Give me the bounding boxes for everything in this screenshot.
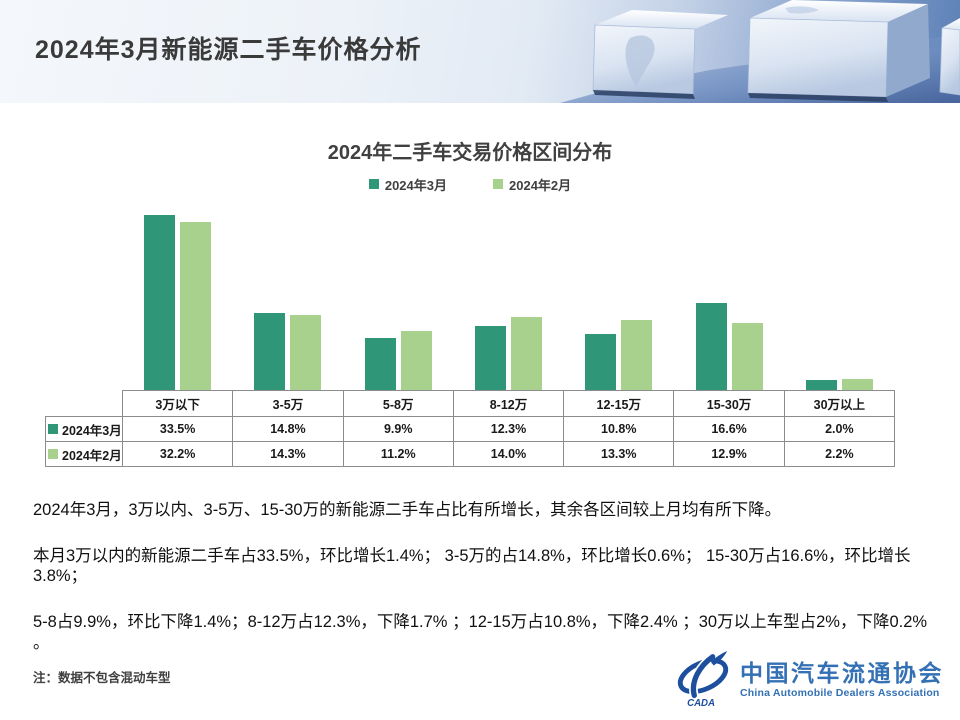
table-value-cell: 33.5% xyxy=(121,416,234,442)
bar-group xyxy=(343,207,453,390)
table-value-cell: 14.8% xyxy=(232,416,344,442)
cada-logo-mark-icon: CADA xyxy=(677,651,729,709)
slide-title: 2024年3月新能源二手车价格分析 xyxy=(35,36,422,64)
bar xyxy=(695,303,727,390)
analysis-paragraph-3: 5-8占9.9%，环比下降1.4%；8-12万占12.3%，下降1.7% ；12… xyxy=(33,612,928,652)
legend-label-feb: 2024年2月 xyxy=(509,177,572,193)
bar xyxy=(621,320,653,390)
logo-name-cn: 中国汽车流通协会 xyxy=(740,660,944,687)
bar xyxy=(364,338,396,390)
row-label: 2024年3月 xyxy=(62,423,122,438)
table-header-row: 3万以下 3-5万 5-8万 8-12万 12-15万 15-30万 30万以上 xyxy=(46,390,896,417)
logo-text: 中国汽车流通协会 China Automobile Dealers Associ… xyxy=(740,660,944,699)
table-value-cell: 2.0% xyxy=(783,416,896,442)
data-table-body: 2024年3月 33.5% 14.8% 9.9% 12.3% 10.8% 16.6% 2.0%… xyxy=(45,416,896,467)
table-value-cell: 13.3% xyxy=(563,441,675,467)
table-header-cell: 5-8万 xyxy=(342,390,454,417)
bar xyxy=(510,316,542,390)
table-row: 2024年2月 32.2% 14.3% 11.2% 14.0% 13.3% 12.9% 2.2… xyxy=(45,441,896,467)
table-value-cell: 2.2% xyxy=(783,441,896,467)
analysis-paragraph-1: 2024年3月，3万以内、3-5万、15-30万的新能源二手车占比有所增长，其余… xyxy=(33,501,782,519)
chart-block: 2024年二手车交易价格区间分布 2024年3月 2024年2月 3万以下 3-5… xyxy=(45,136,896,467)
cubes-graphic xyxy=(560,0,960,103)
table-value-cell: 12.3% xyxy=(452,416,565,442)
bar xyxy=(254,312,286,390)
legend-swatch-march-icon xyxy=(368,179,379,189)
bar xyxy=(474,325,506,390)
slide-header: 2024年3月新能源二手车价格分析 xyxy=(0,0,960,103)
data-table: 3万以下 3-5万 5-8万 8-12万 12-15万 15-30万 30万以上 2024年… xyxy=(45,390,896,467)
bar xyxy=(143,214,175,390)
bar-group xyxy=(453,207,563,390)
bar xyxy=(400,331,432,390)
chart-title: 2024年二手车交易价格区间分布 xyxy=(327,142,613,164)
table-header-cell: 3万以下 xyxy=(121,390,234,417)
table-value-cell: 32.2% xyxy=(121,441,234,467)
bar-chart xyxy=(122,207,895,390)
bar xyxy=(731,322,763,390)
legend-swatch-feb-icon xyxy=(493,179,503,189)
chart-legend: 2024年3月 2024年2月 xyxy=(45,175,895,193)
footnote: 注：数据不包含混动车型 xyxy=(33,671,171,685)
legend-item-march: 2024年3月 xyxy=(368,175,447,193)
legend-item-feb: 2024年2月 xyxy=(493,175,571,193)
logo-name-en: China Automobile Dealers Association xyxy=(740,686,940,699)
table-value-cell: 16.6% xyxy=(673,416,785,442)
table-row: 2024年3月 33.5% 14.8% 9.9% 12.3% 10.8% 16.6% 2.0% xyxy=(45,416,896,442)
table-header-cell: 12-15万 xyxy=(563,390,675,417)
bar-group xyxy=(232,207,342,390)
association-logo: CADA 中国汽车流通协会 China Automobile Dealers A… xyxy=(674,650,944,710)
table-corner-cell xyxy=(46,391,123,417)
analysis-paragraph-2: 本月3万以内的新能源二手车占33.5%，环比增长1.4%； 3-5万的占14.8… xyxy=(33,546,911,586)
bar xyxy=(806,379,838,390)
row-label-cell: 2024年3月 xyxy=(45,416,123,442)
row-swatch-icon xyxy=(48,424,58,434)
table-value-cell: 10.8% xyxy=(563,416,675,442)
row-swatch-icon xyxy=(48,449,58,459)
table-value-cell: 14.3% xyxy=(232,441,344,467)
table-value-cell: 9.9% xyxy=(342,416,454,442)
legend-label-march: 2024年3月 xyxy=(384,177,447,193)
table-value-cell: 12.9% xyxy=(673,441,785,467)
bar-group xyxy=(122,207,232,390)
bar-group xyxy=(564,207,674,390)
cada-acronym: CADA xyxy=(687,698,715,709)
data-table-head: 3万以下 3-5万 5-8万 8-12万 12-15万 15-30万 30万以上 xyxy=(46,390,896,417)
table-value-cell: 11.2% xyxy=(342,441,454,467)
table-value-cell: 14.0% xyxy=(452,441,565,467)
bar xyxy=(585,333,617,390)
bar-group xyxy=(785,207,895,390)
row-label-cell: 2024年2月 xyxy=(45,441,123,467)
row-label: 2024年2月 xyxy=(62,448,122,463)
bar xyxy=(290,315,322,390)
table-header-cell: 3-5万 xyxy=(232,390,344,417)
bar xyxy=(179,221,211,390)
bar xyxy=(842,378,874,390)
bar-group xyxy=(674,207,784,390)
analysis-text: 2024年3月，3万以内、3-5万、15-30万的新能源二手车占比有所增长，其余… xyxy=(33,500,943,678)
table-header-cell: 8-12万 xyxy=(452,390,565,417)
table-header-cell: 15-30万 xyxy=(673,390,785,417)
table-header-cell: 30万以上 xyxy=(783,390,896,417)
